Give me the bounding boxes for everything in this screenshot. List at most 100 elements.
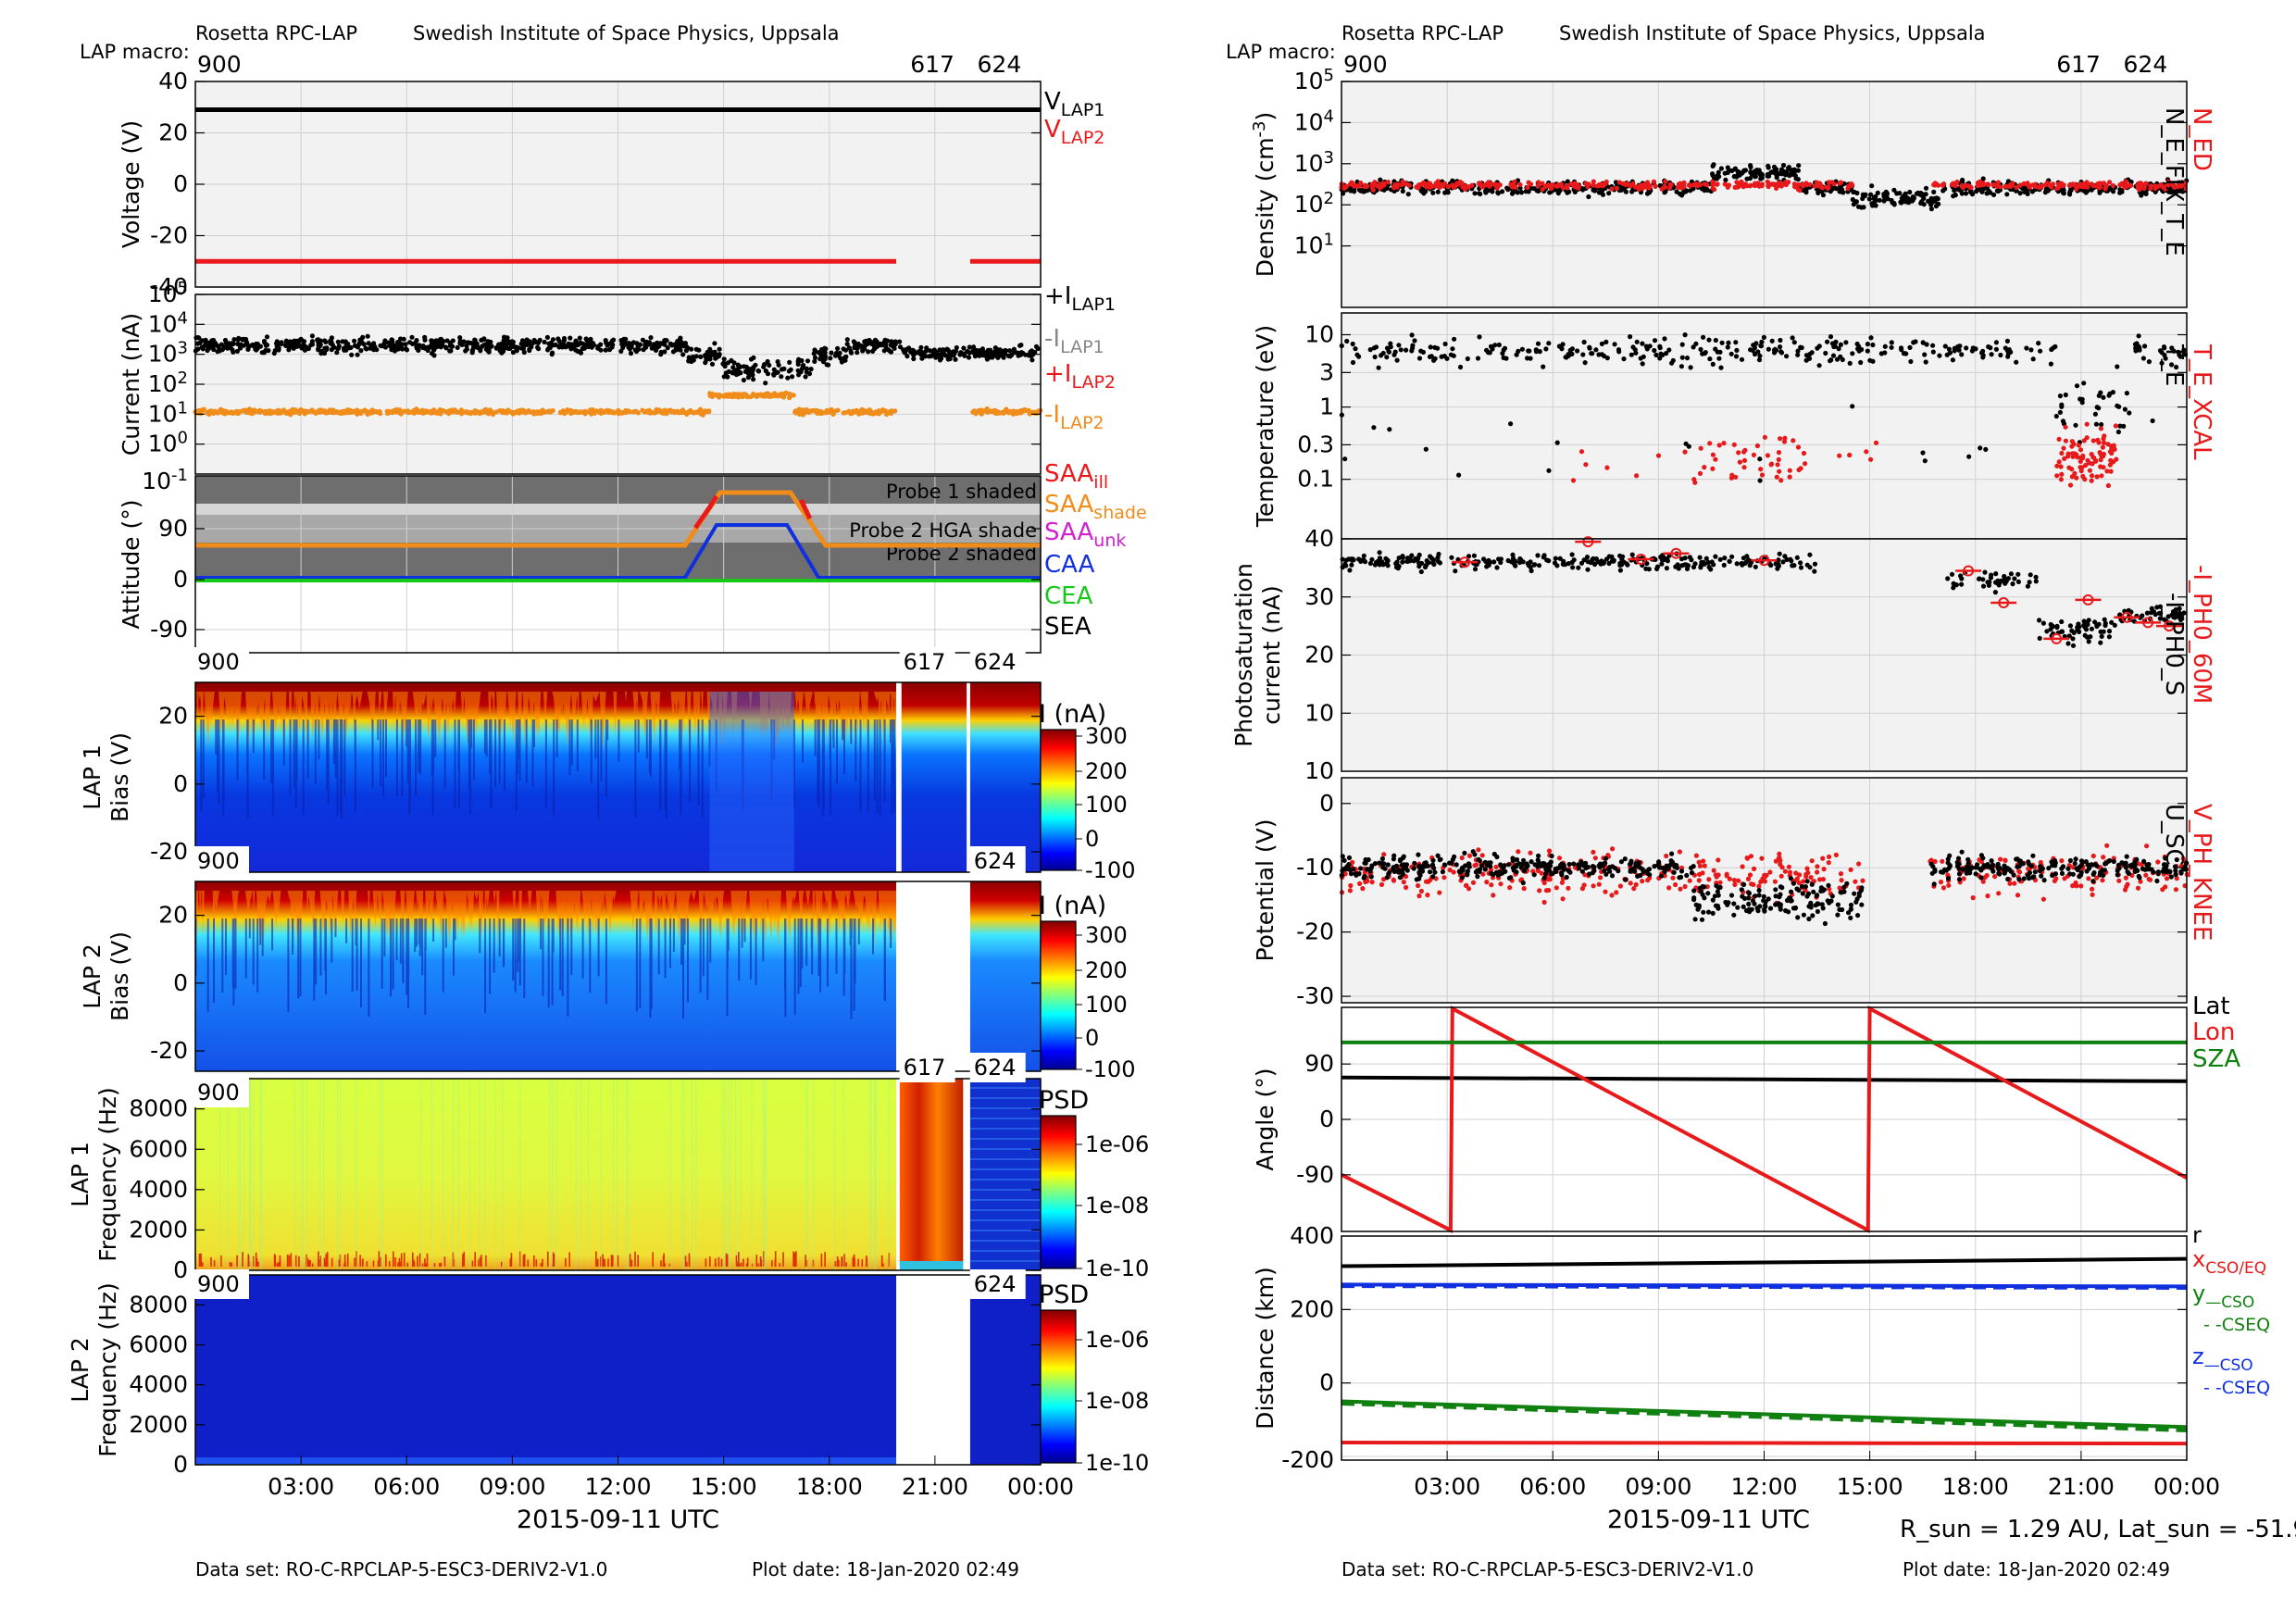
right-xtick-label: 15:00 bbox=[1837, 1473, 1903, 1500]
current-panel-ytick-label: 105 bbox=[148, 279, 188, 307]
lap1-bias-panel-ytick-label: 20 bbox=[158, 703, 188, 730]
angle-panel-ytick-label: -90 bbox=[1296, 1161, 1334, 1188]
lap2-bias-panel-ytick-label: 20 bbox=[158, 902, 188, 929]
right-xtick-label: 03:00 bbox=[1414, 1473, 1480, 1500]
angle-panel-ytick-label: 0 bbox=[1319, 1106, 1334, 1132]
left-xtick-label: 06:00 bbox=[373, 1473, 440, 1500]
lap2-psd-ylabel: Frequency (Hz) bbox=[94, 1282, 121, 1457]
photosat-panel-ytick-label: 30 bbox=[1304, 583, 1334, 610]
right-macro-900: 900 bbox=[1343, 51, 1388, 78]
lap1-bias-colorbar-tick-label: 100 bbox=[1085, 792, 1128, 818]
right-macro-617: 617 bbox=[2056, 51, 2101, 78]
lap2-psd-macro-624: 624 bbox=[974, 1271, 1017, 1297]
lap1-psd-panel-ytick-label: 8000 bbox=[129, 1095, 188, 1122]
right-xtick-label: 12:00 bbox=[1730, 1473, 1797, 1500]
right-xtick-label: 18:00 bbox=[1942, 1473, 2009, 1500]
lap2-psd-macro-624-box bbox=[969, 1269, 1026, 1299]
voltage-panel-ytick-label: 40 bbox=[158, 68, 188, 94]
lap1-bias-ylabel: LAP 1 bbox=[79, 744, 106, 810]
left-xtick-label: 15:00 bbox=[691, 1473, 757, 1500]
legend-z-cso: z—CSO bbox=[2192, 1343, 2253, 1375]
distance-panel-ytick-label: 200 bbox=[1290, 1295, 1334, 1322]
density-panel-frame bbox=[1341, 81, 2188, 308]
lap1-bias-colorbar-tick-label: 300 bbox=[1085, 723, 1128, 749]
lap1-psd-lowfreq bbox=[198, 1251, 891, 1267]
left-xtick-label: 00:00 bbox=[1007, 1473, 1074, 1500]
lap2-bias-colorbar-label: I (nA) bbox=[1039, 892, 1106, 920]
density-panel-ytick-label: 101 bbox=[1294, 231, 1334, 259]
lap2-psd-624-block bbox=[969, 1275, 1041, 1465]
attitude-panel-frame bbox=[194, 475, 1042, 654]
legend-minus-ilap2: -ILAP2 bbox=[1044, 401, 1104, 433]
left-footer-dataset: Data set: RO-C-RPCLAP-5-ESC3-DERIV2-V1.0 bbox=[195, 1558, 607, 1580]
distance-y_cseq-line bbox=[1341, 1401, 2188, 1432]
lap1-psd-macro-624: 624 bbox=[974, 1055, 1017, 1081]
lap2-psd-lowfreq bbox=[195, 1457, 897, 1465]
saa-ill-line bbox=[693, 494, 719, 530]
lap1-bias-panel-ytick-label: 0 bbox=[173, 770, 188, 797]
density-panel-ytick-label: 102 bbox=[1294, 189, 1334, 218]
lap2-psd-image bbox=[195, 1275, 897, 1465]
lap1-psd-macro-624-box bbox=[969, 1053, 1026, 1082]
lap1-psd-panel-ytick-label: 2000 bbox=[129, 1216, 188, 1243]
potential-vph-knee-points bbox=[1339, 843, 2190, 906]
left-macro-624: 624 bbox=[978, 51, 1022, 78]
lap2-bias-colorbar-tick-label: 300 bbox=[1085, 922, 1128, 948]
temperature-panel-ytick-label: 10 bbox=[1304, 321, 1334, 348]
lap2-psd-ylabel: LAP 2 bbox=[67, 1337, 94, 1403]
current-ilap2-points bbox=[193, 390, 1043, 418]
attitude-panel-ytick-label: 0 bbox=[173, 566, 188, 593]
legend-usc: U_SC bbox=[2160, 804, 2188, 866]
potential-panel-ytick-label: -10 bbox=[1296, 854, 1334, 881]
photosat-ylabel: Photosaturation bbox=[1230, 563, 1257, 747]
lap2-bias-colorbar-tick-label: 200 bbox=[1085, 957, 1128, 983]
saa-shade-line bbox=[195, 490, 1041, 548]
right-footer-plotdate: Plot date: 18-Jan-2020 02:49 bbox=[1903, 1558, 2170, 1580]
density-panel-ytick-label: 103 bbox=[1294, 148, 1334, 177]
lap1-bias-bright-block bbox=[709, 692, 794, 872]
lap1-bias-panel-streaks bbox=[200, 719, 895, 819]
current-panel-ytick-label: 104 bbox=[148, 308, 188, 337]
left-xtick-label: 03:00 bbox=[268, 1473, 334, 1500]
caa-line bbox=[195, 523, 1041, 580]
lap2-bias-panel-ytick-label: 0 bbox=[173, 969, 188, 996]
rsun-note: R_sun = 1.29 AU, Lat_sun = -51.9° bbox=[1900, 1516, 2296, 1543]
left-xtick-label: 18:00 bbox=[796, 1473, 863, 1500]
temperature-panel-ytick-label: 1 bbox=[1319, 394, 1334, 420]
lap2-psd-colorbar-tick-label: 1e-06 bbox=[1085, 1327, 1149, 1353]
current-panel-ytick-label: 100 bbox=[148, 429, 188, 457]
lap1-bias-colorbar-tick-label: 200 bbox=[1085, 758, 1128, 784]
left-xtick-label: 21:00 bbox=[902, 1473, 968, 1500]
lap2-bias-panel-streaks bbox=[194, 918, 892, 1019]
voltage-panel-ytick-label: 20 bbox=[158, 119, 188, 146]
voltage-panel-ytick-label: -40 bbox=[150, 273, 188, 300]
photosat-iph0-60m-point bbox=[2121, 611, 2133, 623]
lap2-bias-panel-spikes bbox=[195, 890, 900, 949]
left-macro-label: LAP macro: bbox=[80, 41, 190, 63]
potential-panel-frame bbox=[1341, 777, 2188, 1004]
lap1-bias-colorbar-tick-label: 0 bbox=[1085, 826, 1099, 852]
right-macro-624: 624 bbox=[2124, 51, 2168, 78]
lap1-bias-panel-spikes bbox=[196, 692, 898, 750]
lap2-bias-ylabel: LAP 2 bbox=[79, 943, 106, 1009]
right-xtick-label: 09:00 bbox=[1625, 1473, 1691, 1500]
lap2-psd-colorbar-label: PSD bbox=[1039, 1280, 1089, 1309]
legend-r: r bbox=[2192, 1222, 2202, 1248]
left-xlabel: 2015-09-11 UTC bbox=[517, 1505, 719, 1534]
lap2-bias-colorbar-scale bbox=[1040, 920, 1077, 1070]
angle-lat-line bbox=[1341, 1075, 2188, 1083]
legend-t-e: T_E bbox=[2160, 344, 2188, 386]
lap2-bias-gap bbox=[896, 881, 970, 1071]
current-panel-ytick-label: 102 bbox=[148, 369, 188, 397]
lap1-psd-617-base bbox=[899, 1261, 964, 1270]
distance-z_cseq-line bbox=[1341, 1283, 2188, 1290]
legend-z-cseq: - -CSEQ bbox=[2203, 1378, 2270, 1398]
lap1-bias-macro-900-box bbox=[193, 647, 249, 677]
lap2-psd-colorbar-tick-label: 1e-08 bbox=[1085, 1388, 1149, 1414]
legend-plus-ilap1: +ILAP1 bbox=[1044, 282, 1116, 315]
lap1-psd-624-lines bbox=[969, 1087, 1041, 1262]
lap1-psd-colorbar-tick-label: 1e-08 bbox=[1085, 1193, 1149, 1218]
current-panel-ytick-label: 101 bbox=[148, 398, 188, 427]
lap2-bias-macro-624: 624 bbox=[974, 848, 1017, 874]
